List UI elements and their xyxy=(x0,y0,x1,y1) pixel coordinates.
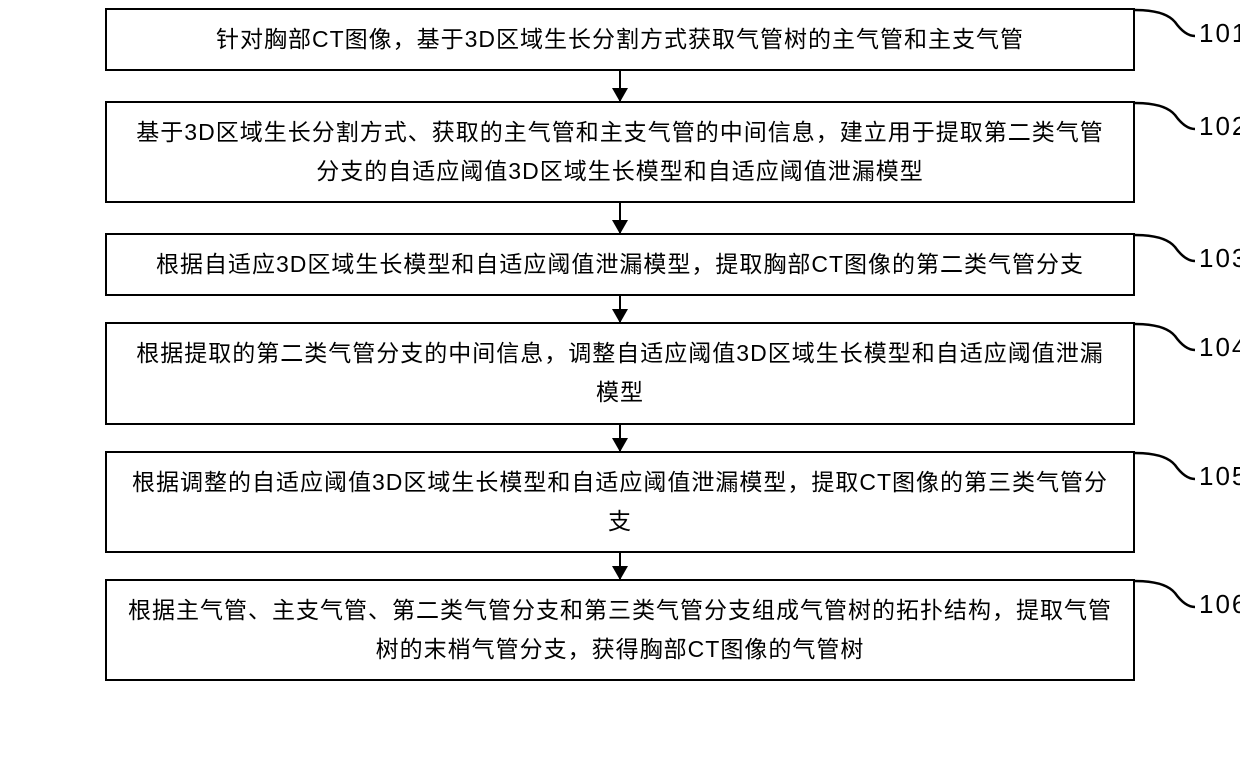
step-label-wrap: 101 xyxy=(1135,8,1240,49)
step-label-wrap: 102 xyxy=(1135,101,1240,142)
flowchart-container: 针对胸部CT图像，基于3D区域生长分割方式获取气管树的主气管和主支气管 101 … xyxy=(0,8,1240,681)
flow-row: 根据调整的自适应阈值3D区域生长模型和自适应阈值泄漏模型，提取CT图像的第三类气… xyxy=(0,451,1240,553)
step-label: 104 xyxy=(1199,332,1240,363)
connector-curve-icon xyxy=(1135,101,1195,133)
connector-curve-icon xyxy=(1135,8,1195,40)
connector-curve-icon xyxy=(1135,233,1195,265)
connector-curve-icon xyxy=(1135,579,1195,611)
arrow-down-icon xyxy=(619,296,621,322)
connector-curve-icon xyxy=(1135,451,1195,483)
arrow-down-icon xyxy=(619,425,621,451)
step-label-wrap: 103 xyxy=(1135,233,1240,274)
step-box-105: 根据调整的自适应阈值3D区域生长模型和自适应阈值泄漏模型，提取CT图像的第三类气… xyxy=(105,451,1135,553)
arrow-down-icon xyxy=(619,203,621,233)
flow-row: 根据自适应3D区域生长模型和自适应阈值泄漏模型，提取胸部CT图像的第二类气管分支… xyxy=(0,233,1240,296)
step-label: 105 xyxy=(1199,461,1240,492)
arrow-down-icon xyxy=(619,553,621,579)
step-box-103: 根据自适应3D区域生长模型和自适应阈值泄漏模型，提取胸部CT图像的第二类气管分支 xyxy=(105,233,1135,296)
flow-row: 根据提取的第二类气管分支的中间信息，调整自适应阈值3D区域生长模型和自适应阈值泄… xyxy=(0,322,1240,424)
step-box-104: 根据提取的第二类气管分支的中间信息，调整自适应阈值3D区域生长模型和自适应阈值泄… xyxy=(105,322,1135,424)
connector-curve-icon xyxy=(1135,322,1195,354)
step-label: 102 xyxy=(1199,111,1240,142)
step-label-wrap: 104 xyxy=(1135,322,1240,363)
step-label: 106 xyxy=(1199,589,1240,620)
step-label: 101 xyxy=(1199,18,1240,49)
step-box-106: 根据主气管、主支气管、第二类气管分支和第三类气管分支组成气管树的拓扑结构，提取气… xyxy=(105,579,1135,681)
flow-row: 基于3D区域生长分割方式、获取的主气管和主支气管的中间信息，建立用于提取第二类气… xyxy=(0,101,1240,203)
flow-row: 根据主气管、主支气管、第二类气管分支和第三类气管分支组成气管树的拓扑结构，提取气… xyxy=(0,579,1240,681)
step-label-wrap: 106 xyxy=(1135,579,1240,620)
step-label-wrap: 105 xyxy=(1135,451,1240,492)
step-label: 103 xyxy=(1199,243,1240,274)
step-box-102: 基于3D区域生长分割方式、获取的主气管和主支气管的中间信息，建立用于提取第二类气… xyxy=(105,101,1135,203)
step-box-101: 针对胸部CT图像，基于3D区域生长分割方式获取气管树的主气管和主支气管 xyxy=(105,8,1135,71)
flow-row: 针对胸部CT图像，基于3D区域生长分割方式获取气管树的主气管和主支气管 101 xyxy=(0,8,1240,71)
arrow-down-icon xyxy=(619,71,621,101)
